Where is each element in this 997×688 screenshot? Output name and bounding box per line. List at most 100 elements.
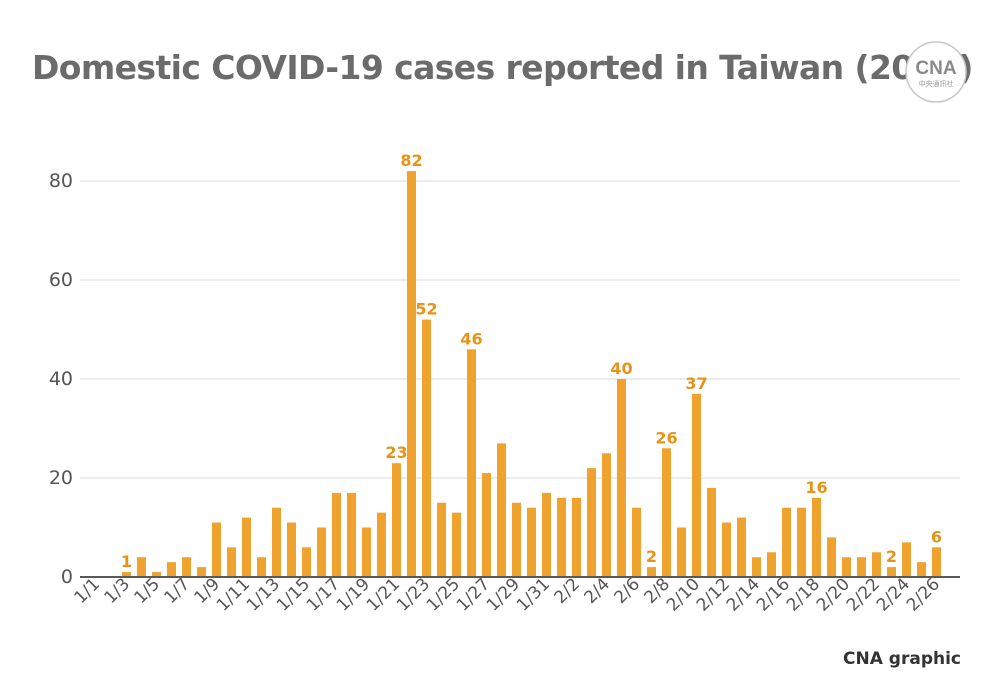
x-tick-label: 2/24 (873, 574, 914, 615)
bar-1-16 (317, 527, 326, 577)
y-tick-label: 80 (49, 170, 73, 192)
x-tick-label: 1/13 (243, 574, 284, 615)
x-tick-label: 2/4 (581, 574, 614, 607)
x-tick-label: 2/2 (551, 574, 584, 607)
bar-2-17 (797, 507, 806, 577)
bar-2-13 (737, 517, 746, 577)
bars (122, 171, 941, 577)
x-tick-label: 1/29 (483, 574, 524, 615)
gridlines (80, 180, 960, 479)
data-label: 2 (886, 547, 897, 566)
bar-1-20 (377, 512, 386, 577)
data-label: 46 (460, 329, 482, 348)
bar-2-22 (872, 552, 881, 577)
bar-1-18 (347, 492, 356, 577)
data-label: 23 (385, 443, 407, 462)
x-tick-label: 1/5 (131, 574, 164, 607)
bar-1-25 (452, 512, 461, 577)
bar-1-13 (272, 507, 281, 577)
data-label: 6 (931, 527, 942, 546)
bar-2-23 (887, 567, 896, 577)
x-tick-label: 1/21 (363, 574, 404, 615)
cna-logo: CNA 中央通訊社 (905, 41, 967, 103)
bar-1-24 (437, 502, 446, 577)
bar-1-10 (227, 547, 236, 577)
credit-label: CNA graphic (843, 649, 961, 669)
bar-1-26 (467, 349, 476, 577)
x-tick-label: 2/20 (813, 574, 854, 615)
data-label: 52 (415, 300, 437, 319)
bar-1-6 (167, 562, 176, 577)
y-tick-label: 20 (49, 467, 73, 489)
x-tick-label: 1/15 (273, 574, 314, 615)
bar-1-23 (422, 319, 431, 577)
bar-2-16 (782, 507, 791, 577)
bar-2-3 (587, 468, 596, 577)
bar-1-28 (497, 443, 506, 577)
bar-1-17 (332, 492, 341, 577)
y-tick-label: 60 (49, 269, 73, 291)
chart-title: Domestic COVID-19 cases reported in Taiw… (32, 48, 973, 87)
bar-2-2 (572, 497, 581, 577)
x-tick-label: 2/10 (663, 574, 704, 615)
x-tick-label: 2/6 (611, 574, 644, 607)
bar-1-11 (242, 517, 251, 577)
bar-2-26 (932, 547, 941, 577)
x-tick-label: 1/23 (393, 574, 434, 615)
x-tick-label: 1/11 (213, 574, 254, 615)
data-label: 1 (121, 552, 132, 571)
bar-1-22 (407, 171, 416, 577)
data-label: 2 (646, 547, 657, 566)
logo-subtext: 中央通訊社 (919, 79, 954, 88)
bar-2-10 (692, 393, 701, 577)
x-tick-label: 2/18 (783, 574, 824, 615)
y-axis-labels: 0 20 40 60 80 (49, 170, 73, 588)
data-label: 82 (400, 151, 422, 170)
x-tick-label: 1/17 (303, 574, 344, 615)
bar-1-4 (137, 557, 146, 577)
bar-2-24 (902, 542, 911, 577)
bar-1-7 (182, 557, 191, 577)
bar-2-18 (812, 497, 821, 577)
bar-2-6 (632, 507, 641, 577)
bar-1-9 (212, 522, 221, 577)
x-tick-label: 2/16 (753, 574, 794, 615)
x-tick-label: 2/22 (843, 574, 884, 615)
bar-1-21 (392, 463, 401, 577)
bar-1-29 (512, 502, 521, 577)
bar-2-25 (917, 562, 926, 577)
bar-2-15 (767, 552, 776, 577)
x-tick-label: 1/31 (513, 574, 554, 615)
bar-1-15 (302, 547, 311, 577)
y-tick-label: 40 (49, 368, 73, 390)
logo-text: CNA (915, 58, 956, 79)
bar-2-1 (557, 497, 566, 577)
data-label: 40 (610, 359, 632, 378)
bar-1-19 (362, 527, 371, 577)
x-tick-label: 1/1 (71, 574, 104, 607)
bar-1-31 (542, 492, 551, 577)
data-label: 16 (805, 478, 827, 497)
x-tick-label: 1/27 (453, 574, 494, 615)
bar-1-8 (197, 567, 206, 577)
x-tick-label: 2/12 (693, 574, 734, 615)
bar-2-11 (707, 487, 716, 577)
data-label: 26 (655, 428, 677, 447)
data-label: 37 (685, 374, 707, 393)
x-tick-label: 1/3 (101, 574, 134, 607)
bar-2-21 (857, 557, 866, 577)
bar-2-5 (617, 379, 626, 577)
bar-2-19 (827, 537, 836, 577)
bar-2-8 (662, 448, 671, 577)
bar-2-12 (722, 522, 731, 577)
bar-2-14 (752, 557, 761, 577)
bar-1-3 (122, 572, 131, 577)
bar-1-5 (152, 572, 161, 577)
bar-1-30 (527, 507, 536, 577)
x-tick-label: 2/14 (723, 574, 764, 615)
bar-1-12 (257, 557, 266, 577)
bar-2-20 (842, 557, 851, 577)
bar-1-27 (482, 473, 491, 577)
bar-2-9 (677, 527, 686, 577)
